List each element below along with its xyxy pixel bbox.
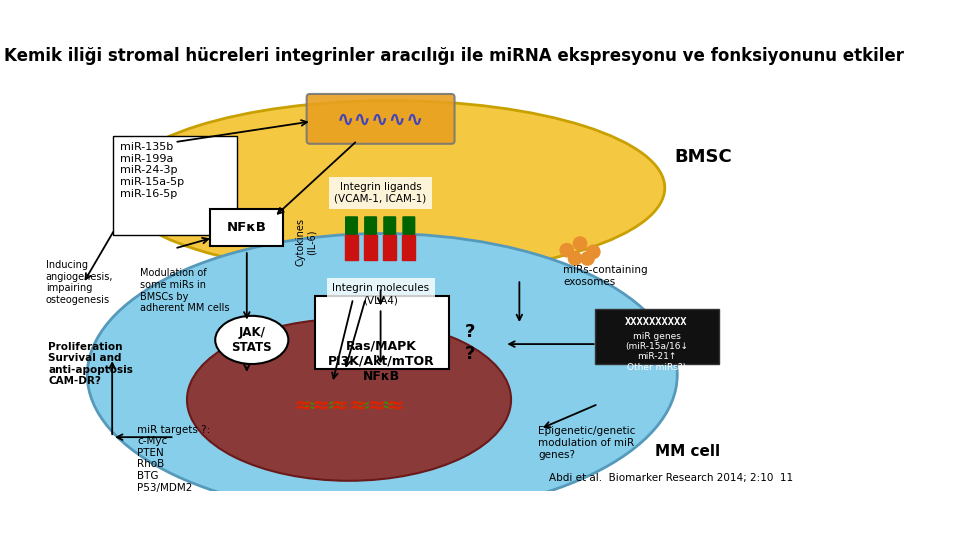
Text: Abdi et al.  Biomarker Research 2014; 2:10  11: Abdi et al. Biomarker Research 2014; 2:1… — [549, 473, 794, 483]
FancyBboxPatch shape — [595, 309, 719, 364]
Ellipse shape — [87, 234, 677, 516]
Text: ?: ? — [465, 322, 474, 341]
FancyArrow shape — [365, 217, 376, 242]
Text: miR genes
(miR-15a/16↓
miR-21↑
Other miRs?): miR genes (miR-15a/16↓ miR-21↑ Other miR… — [625, 332, 688, 372]
Circle shape — [573, 237, 587, 250]
Text: NFκB: NFκB — [227, 221, 267, 234]
Text: ∿∿∿∿∿: ∿∿∿∿∿ — [337, 110, 424, 130]
Text: ≈≈≈≈≈≈: ≈≈≈≈≈≈ — [293, 396, 405, 416]
Text: Ras/MAPK
PI3K/Akt/mTOR
NFκB: Ras/MAPK PI3K/Akt/mTOR NFκB — [328, 340, 435, 383]
FancyBboxPatch shape — [113, 136, 237, 235]
Bar — [383, 235, 396, 260]
Text: JAK/
STATS: JAK/ STATS — [231, 326, 272, 354]
FancyBboxPatch shape — [306, 94, 454, 144]
FancyBboxPatch shape — [210, 210, 283, 246]
Circle shape — [560, 244, 573, 257]
Text: miR targets ?:
c-Myc
PTEN
RhoB
BTG
P53/MDM2: miR targets ?: c-Myc PTEN RhoB BTG P53/M… — [137, 424, 210, 492]
Text: Modulation of
some miRs in
BMSCs by
adherent MM cells: Modulation of some miRs in BMSCs by adhe… — [139, 268, 229, 313]
FancyBboxPatch shape — [315, 296, 448, 369]
Ellipse shape — [116, 100, 664, 275]
Text: miRs-containing
exosomes: miRs-containing exosomes — [564, 265, 648, 287]
Text: Integrin ligands
(VCAM-1, ICAM-1): Integrin ligands (VCAM-1, ICAM-1) — [334, 182, 426, 204]
Circle shape — [568, 252, 582, 265]
Bar — [402, 235, 416, 260]
FancyArrow shape — [403, 217, 415, 242]
Text: Inducing
angiogenesis,
impairing
osteogenesis: Inducing angiogenesis, impairing osteoge… — [46, 260, 113, 305]
Text: BMSC: BMSC — [675, 148, 732, 166]
Text: Kemik iliği stromal hücreleri integrinler aracılığı ile miRNA ekspresyonu ve fon: Kemik iliği stromal hücreleri integrinle… — [4, 46, 904, 65]
FancyArrow shape — [346, 217, 357, 242]
Circle shape — [581, 252, 594, 265]
Text: Proliferation
Survival and
anti-apoptosis
CAM-DR?: Proliferation Survival and anti-apoptosi… — [48, 342, 133, 387]
Text: ≈ ≈ ≈ ≈: ≈ ≈ ≈ ≈ — [301, 396, 396, 416]
Bar — [364, 235, 377, 260]
Circle shape — [587, 245, 600, 259]
Text: Cytokines
(IL-6): Cytokines (IL-6) — [295, 218, 317, 266]
Text: miR-135b
miR-199a
miR-24-3p
miR-15a-5p
miR-16-5p: miR-135b miR-199a miR-24-3p miR-15a-5p m… — [121, 142, 184, 199]
Text: ?: ? — [465, 345, 474, 363]
FancyArrow shape — [384, 217, 396, 242]
Bar — [345, 235, 358, 260]
Ellipse shape — [187, 319, 511, 481]
Text: XXXXXXXXXX: XXXXXXXXXX — [625, 316, 687, 327]
Text: MM cell: MM cell — [655, 444, 720, 459]
Text: Integrin molecules
(VLA4): Integrin molecules (VLA4) — [332, 284, 429, 305]
Ellipse shape — [215, 316, 288, 364]
Text: Epigenetic/genetic
modulation of miR
genes?: Epigenetic/genetic modulation of miR gen… — [539, 427, 636, 460]
